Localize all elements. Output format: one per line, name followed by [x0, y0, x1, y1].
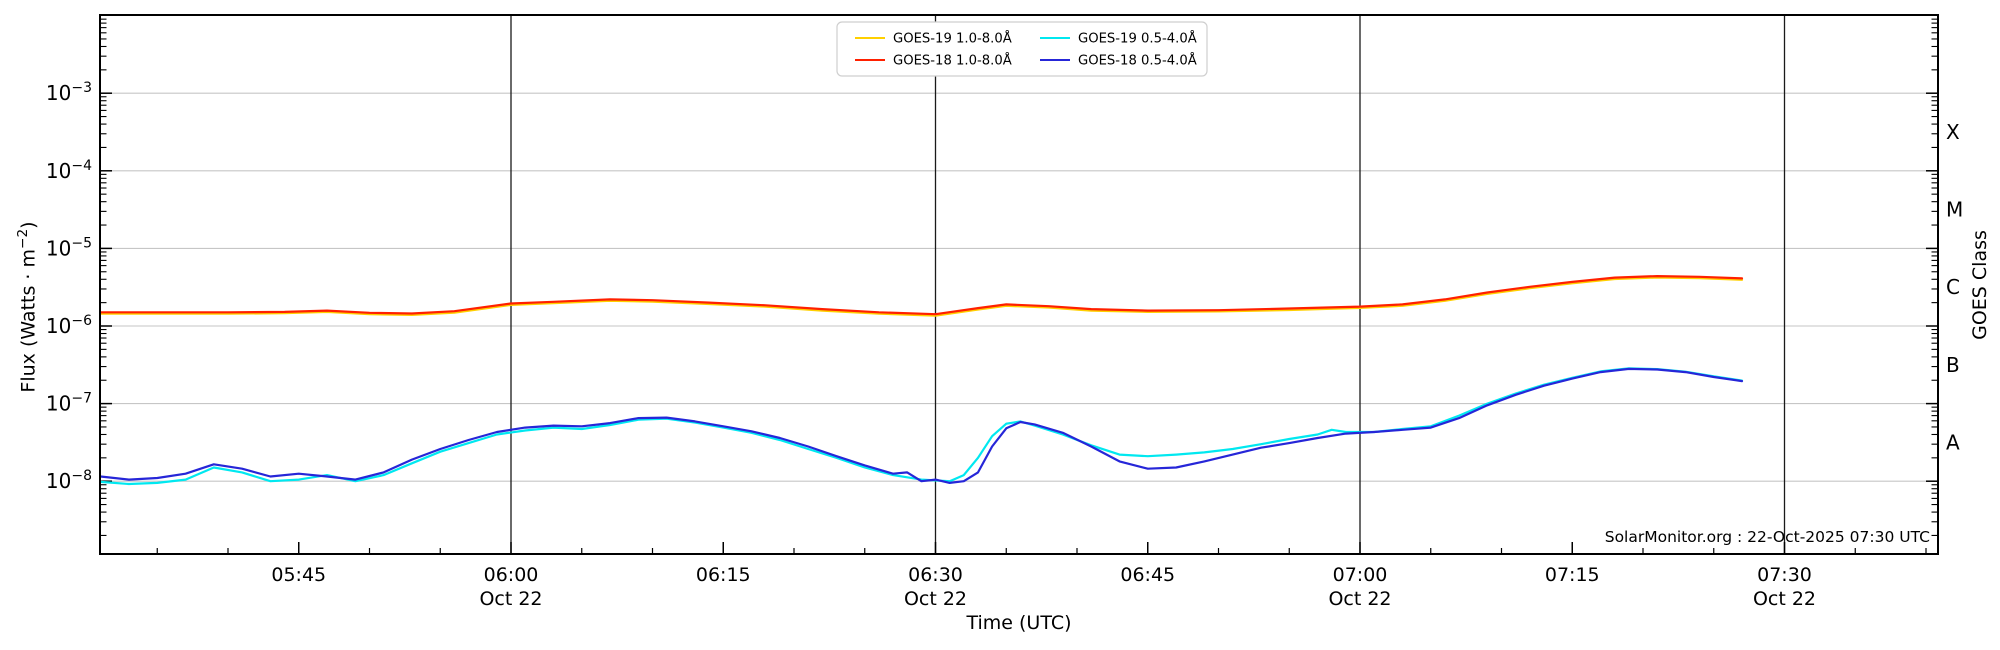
legend-label-goes18-long: GOES-18 1.0-8.0Å — [893, 52, 1012, 69]
y-axis-title-text: Flux (Watts · m — [17, 249, 40, 393]
legend-label-goes19-long: GOES-19 1.0-8.0Å — [893, 30, 1012, 47]
legend-label-goes18-short: GOES-18 0.5-4.0Å — [1078, 52, 1197, 69]
goes-class-letter: C — [1946, 275, 1960, 299]
source-timestamp-annotation: SolarMonitor.org : 22-Oct-2025 07:30 UTC — [1604, 528, 1930, 546]
right-axis-title: GOES Class — [1969, 230, 1991, 340]
y-tick-label: 10−5 — [46, 235, 92, 260]
x-date-label: Oct 22 — [1753, 588, 1816, 610]
plot-frame — [99, 14, 1939, 555]
y-tick-label: 10−7 — [46, 391, 92, 416]
goes-class-letter: X — [1946, 120, 1960, 144]
series-line-goes18-short — [99, 367, 1744, 484]
x-tick-label: 07:15 — [1545, 564, 1600, 586]
goes-class-letter: A — [1946, 430, 1960, 454]
x-date-label: Oct 22 — [479, 588, 542, 610]
x-date-label: Oct 22 — [904, 588, 967, 610]
legend-label-goes19-short: GOES-19 0.5-4.0Å — [1078, 30, 1197, 47]
y-axis-title-superscript: −2 — [15, 228, 31, 249]
y-axis-title-close: ) — [17, 221, 40, 229]
y-axis-title: Flux (Watts · m−2) — [15, 197, 39, 417]
series-line-goes19-short — [99, 367, 1744, 486]
x-date-label: Oct 22 — [1328, 588, 1391, 610]
y-tick-label: 10−8 — [46, 468, 92, 493]
series-line-goes18-long — [99, 275, 1744, 316]
series-line-goes19-long — [99, 276, 1744, 317]
x-tick-label: 07:30 — [1757, 564, 1812, 586]
y-tick-label: 10−6 — [46, 313, 92, 338]
goes-class-letter: B — [1946, 353, 1960, 377]
goes-class-letter: M — [1946, 198, 1963, 222]
y-tick-label: 10−4 — [46, 158, 92, 183]
x-tick-label: 06:45 — [1120, 564, 1175, 586]
x-tick-label: 07:00 — [1333, 564, 1388, 586]
legend: GOES-19 1.0-8.0Å GOES-18 1.0-8.0Å GOES-19 … — [836, 21, 1208, 77]
x-tick-label: 06:30 — [908, 564, 963, 586]
x-tick-label: 05:45 — [271, 564, 326, 586]
x-tick-label: 06:15 — [696, 564, 751, 586]
y-tick-label: 10−3 — [46, 80, 92, 105]
x-axis-title: Time (UTC) — [966, 612, 1072, 634]
x-tick-label: 06:00 — [484, 564, 539, 586]
legend-box — [836, 21, 1208, 77]
